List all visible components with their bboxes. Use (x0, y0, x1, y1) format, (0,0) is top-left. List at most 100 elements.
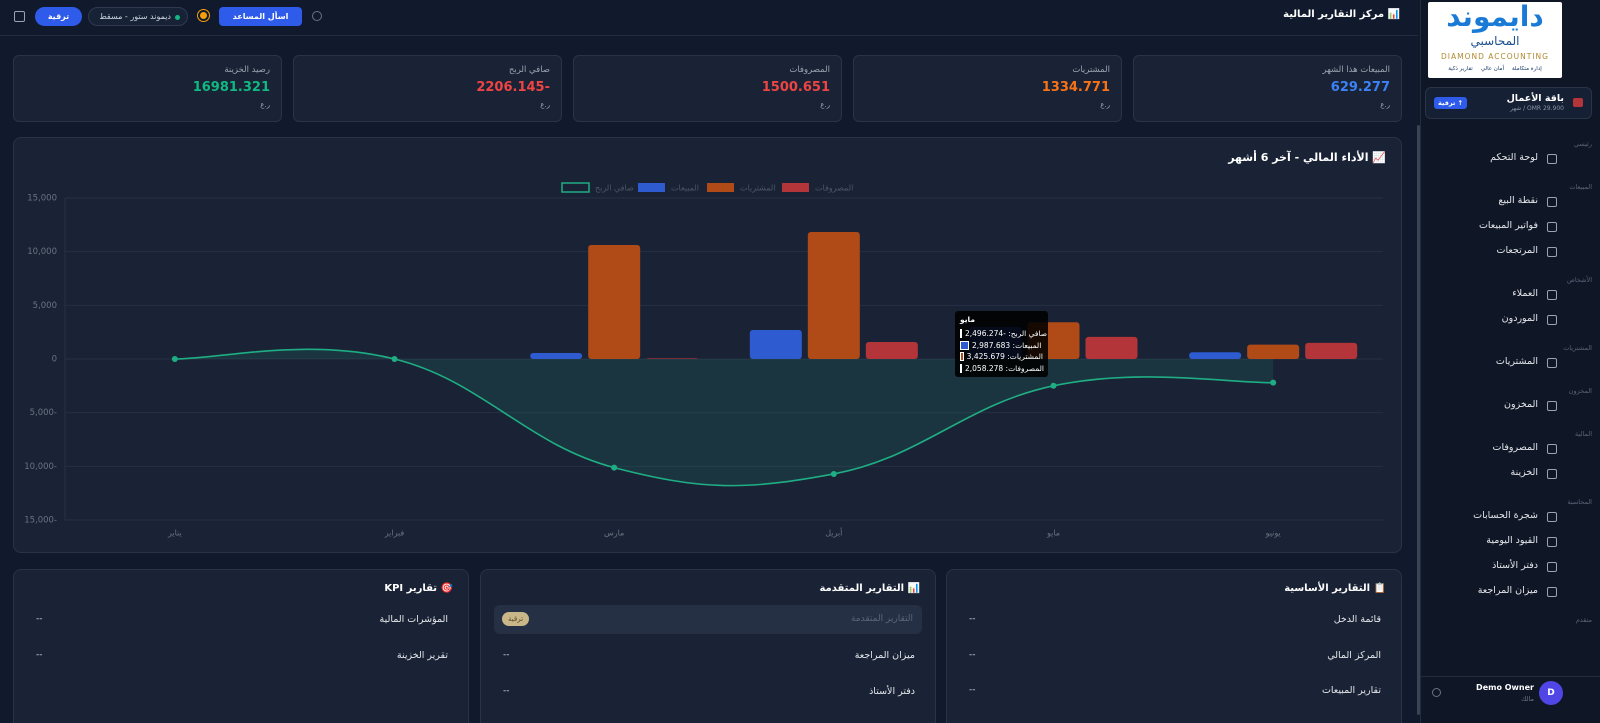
theme-icon[interactable] (200, 12, 207, 19)
report-row-label[interactable]: دفتر الأستاذ (869, 685, 915, 697)
report-row-value: -- (969, 614, 976, 624)
y-tick-label: 5,000- (30, 408, 57, 418)
scrollbar (1417, 125, 1420, 715)
legend-label: صافي الربح (595, 184, 634, 193)
kpi-label: المصروفات (789, 65, 830, 75)
nav-section-title: المشتريات (1563, 344, 1592, 352)
nav-icon (1547, 587, 1557, 597)
kpi-card: المصروفات 1500.651 ر.ع (573, 55, 842, 122)
logo-feature: تقارير ذكية (1448, 66, 1473, 72)
plan-card[interactable]: باقة الأعمال OMR 29.900 / شهر ↑ ترقية (1425, 87, 1592, 119)
y-tick-label: 15,000- (24, 516, 57, 526)
report-row-value: -- (36, 614, 43, 624)
nav-icon (1547, 315, 1557, 325)
tooltip-text: صافي الربح: -2,496.274 (965, 329, 1048, 339)
nav-item[interactable]: لوحة التحكم (1490, 152, 1538, 163)
bar (1189, 352, 1242, 359)
kpi-unit: ر.ع (1100, 101, 1110, 109)
y-tick-label: 10,000- (24, 462, 57, 472)
bar (646, 358, 699, 359)
user-icon[interactable] (1432, 688, 1441, 697)
tooltip-text: المشتريات: 3,425.679 (966, 352, 1043, 362)
line-point (611, 464, 618, 471)
nav-icon (1547, 197, 1557, 207)
y-tick-label: 5,000 (33, 301, 57, 311)
report-row-value: -- (503, 685, 510, 696)
bar (749, 330, 802, 359)
user-name: Demo Owner (1476, 683, 1534, 692)
nav-section-title: المخزون (1568, 387, 1592, 395)
logo-sub: المحاسبي (1470, 34, 1520, 48)
nav-icon (1547, 537, 1557, 547)
nav-item[interactable]: المصروفات (1492, 442, 1538, 453)
check-icon[interactable] (312, 11, 322, 21)
plan-badge[interactable]: ↑ ترقية (1434, 97, 1468, 109)
nav-section-title: رئيسي (1573, 140, 1592, 148)
report-card: 🎯 تقارير KPI المؤشرات المالية -- تقرير الخز… (13, 569, 469, 723)
report-row-label[interactable]: قائمة الدخل (1333, 614, 1381, 625)
report-card-title: 📋 التقارير الأساسية (1284, 583, 1386, 594)
tooltip-row: المصروفات: 2,058.278 (960, 363, 1044, 375)
logout-icon[interactable] (14, 11, 25, 22)
line-point (1270, 379, 1277, 386)
tooltip-text: المصروفات: 2,058.278 (965, 363, 1044, 373)
nav-item[interactable]: المخزون (1504, 399, 1538, 410)
nav-icon (1547, 469, 1557, 479)
kpi-unit: ر.ع (820, 101, 830, 109)
store-pill[interactable]: ديموند ستور - مسقط (88, 7, 188, 26)
kpi-card: المبيعات هذا الشهر 629.277 ر.ع (1133, 55, 1402, 122)
bar (588, 245, 641, 359)
x-tick-label: مارس (604, 529, 624, 538)
legend-swatch (707, 183, 734, 192)
tooltip-title: مايو (960, 315, 975, 324)
logo-en: DIAMOND ACCOUNTING (1441, 52, 1549, 61)
report-row-label[interactable]: المؤشرات المالية (379, 614, 448, 625)
user-role: مالك (1521, 695, 1534, 703)
bar (530, 352, 583, 359)
upgrade-button[interactable]: ترقية (35, 7, 82, 26)
assistant-button[interactable]: اسأل المساعد (219, 7, 302, 26)
nav-item[interactable]: الخزينة (1510, 467, 1538, 478)
bar (1085, 336, 1138, 359)
report-card-title: 🎯 تقارير KPI (384, 583, 453, 594)
tooltip-row: المشتريات: 3,425.679 (960, 351, 1043, 363)
nav-icon (1547, 512, 1557, 522)
nav-item[interactable]: المرتجعات (1496, 245, 1538, 256)
nav-item[interactable]: ميزان المراجعة (1477, 585, 1538, 596)
report-row-value: -- (503, 650, 510, 660)
locked-row[interactable]: التقارير المتقدمة ترقية (494, 605, 922, 634)
nav-item[interactable]: المشتريات (1495, 356, 1538, 367)
nav-item[interactable]: شجرة الحسابات (1473, 510, 1538, 521)
kpi-value: 16981.321 (192, 80, 270, 95)
nav-item[interactable]: فواتير المبيعات (1478, 220, 1538, 231)
nav-icon (1547, 247, 1557, 257)
legend-label: المبيعات (671, 184, 699, 193)
kpi-card: رصيد الخزينة 16981.321 ر.ع (13, 55, 282, 122)
logo-features: إدارة متكاملة أمان عالي تقارير ذكية (1428, 66, 1562, 72)
chart-title: 📈 الأداء المالي - آخر 6 أشهر (1228, 151, 1386, 164)
nav-item[interactable]: العملاء (1512, 288, 1538, 299)
nav-item[interactable]: القيود اليومية (1486, 535, 1538, 546)
logo: دايموند المحاسبي DIAMOND ACCOUNTING إدار… (1428, 0, 1562, 78)
locked-badge: ترقية (502, 612, 530, 626)
kpi-unit: ر.ع (260, 101, 270, 109)
nav-icon (1547, 562, 1557, 572)
report-row-label[interactable]: المركز المالي (1327, 649, 1381, 661)
report-row-label[interactable]: تقارير المبيعات (1321, 685, 1381, 696)
nav-icon (1547, 154, 1557, 164)
nav-item[interactable]: دفتر الأستاذ (1492, 560, 1538, 571)
nav-item[interactable]: نقطة البيع (1498, 195, 1538, 206)
report-row-label[interactable]: ميزان المراجعة (854, 650, 915, 661)
y-tick-label: 0 (52, 355, 57, 365)
nav-item[interactable]: الموردون (1501, 313, 1538, 324)
report-card: 📋 التقارير الأساسية قائمة الدخل -- المركز ا… (946, 569, 1402, 723)
tooltip-row: المبيعات: 2,987.683 (960, 340, 1043, 352)
report-row-label[interactable]: تقرير الخزينة (396, 649, 448, 661)
status-dot (175, 15, 180, 20)
x-tick-label: أبريل (825, 528, 842, 538)
line (174, 348, 1274, 487)
nav-icon (1547, 444, 1557, 454)
x-tick-label: فبراير (384, 529, 405, 538)
legend-swatch (782, 183, 809, 192)
